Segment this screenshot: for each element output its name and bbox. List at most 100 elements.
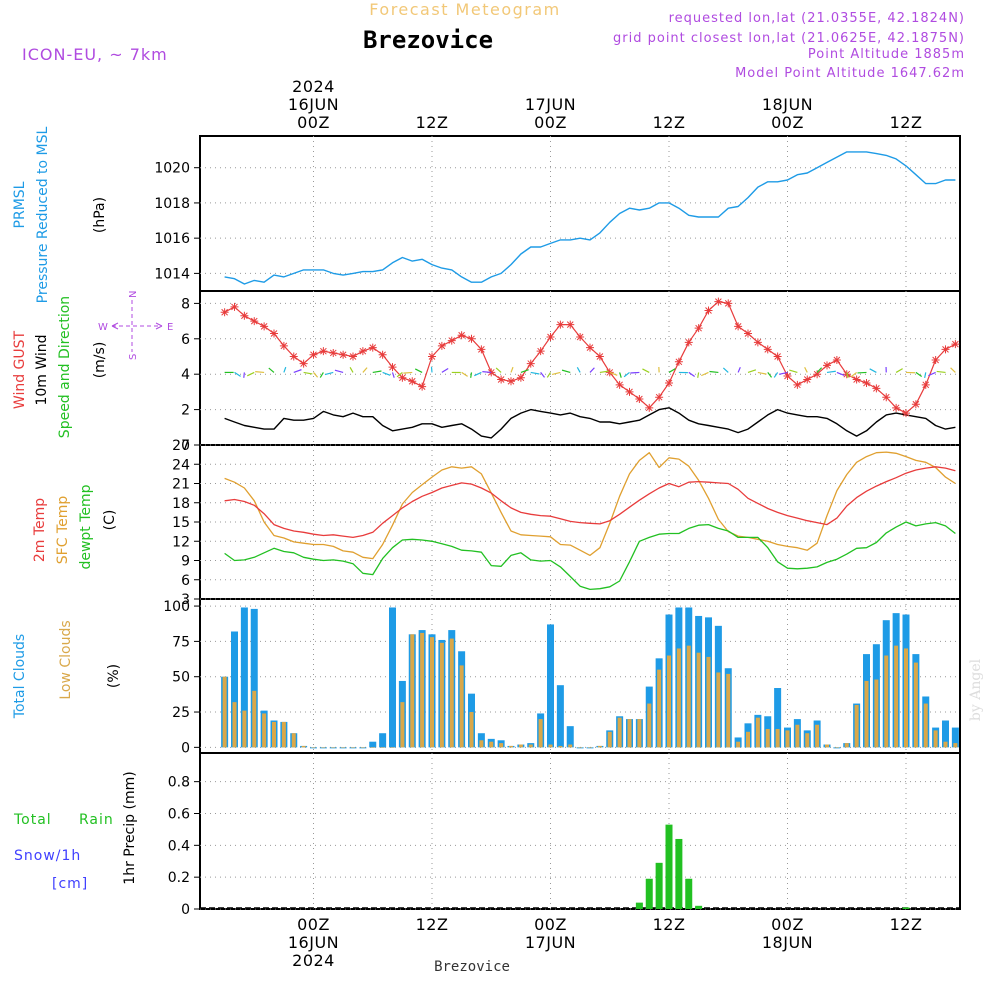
top-date-label: 18JUN bbox=[762, 95, 813, 114]
wind-direction-arrow bbox=[668, 368, 676, 373]
temp-dewpt-label: dewpt Temp bbox=[78, 484, 94, 569]
wind-direction-arrow bbox=[630, 371, 640, 374]
wind-direction-arrow bbox=[313, 372, 319, 378]
low-cloud-bar bbox=[696, 652, 701, 748]
total-cloud-bar bbox=[379, 733, 387, 748]
compass-rose: W E N S bbox=[98, 291, 173, 360]
total-cloud-bar bbox=[566, 726, 574, 748]
y-tick-label: 2 bbox=[181, 403, 190, 419]
rain-label: Rain bbox=[79, 812, 114, 828]
gust-marker bbox=[418, 382, 427, 391]
low-cloud-bar bbox=[449, 638, 454, 748]
low-cloud-bar bbox=[676, 648, 681, 748]
gust-marker bbox=[605, 368, 614, 377]
y-tick-label: 6 bbox=[181, 332, 190, 348]
gust-marker bbox=[823, 361, 831, 370]
low-cloud-bar bbox=[647, 703, 652, 748]
gust-marker bbox=[467, 334, 476, 343]
gust-marker bbox=[368, 343, 377, 352]
low-cloud-bar bbox=[341, 747, 346, 748]
temp-2m-label: 2m Temp bbox=[32, 498, 48, 562]
gust-marker bbox=[349, 352, 357, 361]
wind-direction-arrow bbox=[924, 372, 927, 378]
low-cloud-bar bbox=[499, 743, 504, 748]
total-cloud-bar bbox=[951, 727, 959, 748]
wind-gust-label: Wind GUST bbox=[12, 330, 28, 409]
bottom-date-label: 16JUN bbox=[288, 933, 339, 952]
cm-label: [cm] bbox=[52, 876, 88, 892]
low-cloud-bar bbox=[588, 747, 592, 748]
pressure-panel-frame bbox=[199, 135, 961, 292]
gust-marker bbox=[704, 306, 713, 315]
y-tick-label: 18 bbox=[172, 496, 190, 512]
wind-direction-arrow bbox=[561, 369, 571, 374]
gust-marker bbox=[714, 297, 723, 306]
low-cloud-bar bbox=[548, 744, 553, 748]
low-cloud-bar bbox=[439, 642, 444, 748]
precip-unit: 1hr Precip (mm) bbox=[122, 771, 138, 884]
bottom-hour-label: 00Z bbox=[534, 915, 567, 934]
low-cloud-bar bbox=[528, 744, 533, 748]
gust-marker bbox=[319, 347, 328, 356]
low-cloud-bar bbox=[469, 712, 474, 748]
wind-direction-arrow bbox=[520, 369, 529, 373]
wind-direction-arrow bbox=[576, 367, 581, 373]
gust-marker bbox=[911, 400, 920, 409]
total-cloud-bar bbox=[547, 624, 554, 748]
low-cloud-bar bbox=[617, 717, 622, 748]
gust-marker bbox=[892, 403, 901, 412]
wind-direction-arrow bbox=[255, 371, 265, 374]
gust-marker bbox=[566, 320, 575, 329]
temp-2m-line bbox=[224, 466, 956, 539]
low-cloud-bar bbox=[351, 747, 355, 748]
gust-marker bbox=[250, 317, 259, 326]
gust-marker bbox=[931, 356, 940, 365]
y-tick-label: 1020 bbox=[154, 161, 190, 177]
y-tick-label: 0.2 bbox=[168, 870, 190, 886]
low-cloud-bar bbox=[509, 745, 513, 748]
low-cloud-bar bbox=[637, 719, 642, 748]
wind-direction-arrow bbox=[234, 371, 241, 377]
gridpoint-coords: grid point closest lon,lat (21.0625E, 42… bbox=[613, 31, 965, 46]
top-date-label: 16JUN bbox=[288, 95, 339, 114]
gust-marker bbox=[783, 371, 792, 380]
gust-marker bbox=[378, 350, 387, 359]
rain-bar bbox=[655, 862, 663, 909]
gust-marker bbox=[457, 331, 466, 340]
rain-bar bbox=[675, 838, 683, 909]
wind-direction-arrow bbox=[391, 372, 395, 378]
low-cloud-bar bbox=[459, 665, 464, 748]
top-hour-label: 00Z bbox=[297, 113, 330, 132]
compass-east: E bbox=[167, 322, 173, 333]
gust-marker bbox=[862, 379, 871, 388]
gust-marker bbox=[763, 345, 772, 354]
gust-marker bbox=[507, 377, 515, 386]
gust-marker bbox=[635, 394, 644, 403]
total-cloud-bar bbox=[250, 608, 258, 748]
wind-direction-arrow bbox=[722, 367, 729, 373]
wind-direction-arrow bbox=[372, 370, 382, 374]
gust-marker bbox=[230, 302, 239, 311]
y-tick-label: 0 bbox=[181, 438, 190, 454]
low-cloud-bar bbox=[716, 672, 721, 748]
gust-marker bbox=[753, 338, 762, 347]
gust-marker bbox=[329, 348, 338, 357]
low-cloud-bar bbox=[805, 733, 810, 748]
y-tick-label: 15 bbox=[172, 515, 190, 531]
low-cloud-bar bbox=[913, 662, 918, 748]
model-label: ICON-EU, ~ 7km bbox=[22, 45, 168, 64]
rain-bar bbox=[665, 824, 673, 909]
low-cloud-bar bbox=[726, 673, 731, 748]
gust-marker bbox=[497, 375, 506, 384]
wind-direction-arrow bbox=[816, 367, 823, 373]
y-tick-label: 27 bbox=[172, 438, 190, 454]
location-title: Brezovice bbox=[363, 26, 493, 54]
watermark: by Angel bbox=[968, 658, 984, 721]
low-cloud-bar bbox=[706, 656, 711, 748]
top-hour-label: 00Z bbox=[534, 113, 567, 132]
low-cloud-bar bbox=[667, 655, 671, 748]
temp-unit: (C) bbox=[102, 510, 118, 531]
pressure-label-prmsl: PRMSL bbox=[12, 181, 28, 228]
